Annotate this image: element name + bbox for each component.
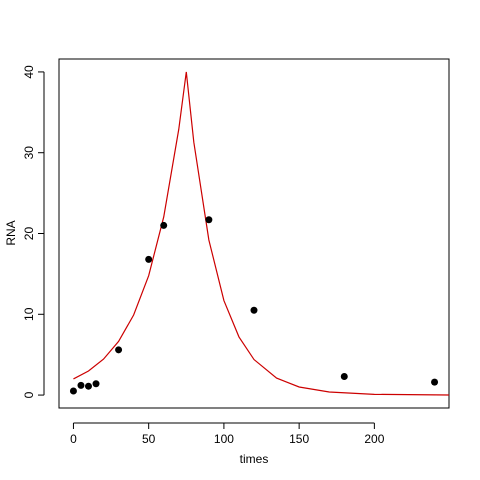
data-point — [160, 221, 168, 229]
data-point — [92, 380, 100, 388]
y-tick-label: 0 — [22, 391, 36, 398]
y-axis-label: RNA — [4, 220, 18, 245]
y-tick-label: 10 — [22, 307, 36, 321]
x-tick-label: 50 — [142, 432, 156, 446]
x-tick-label: 150 — [289, 432, 309, 446]
data-point — [340, 372, 348, 380]
x-tick-label: 0 — [70, 432, 77, 446]
data-point — [84, 382, 92, 390]
data-point — [145, 255, 153, 263]
x-tick-label: 100 — [214, 432, 234, 446]
data-point — [431, 378, 439, 386]
data-point — [250, 306, 258, 314]
y-tick-label: 40 — [22, 65, 36, 79]
data-point — [69, 387, 77, 395]
y-tick-label: 30 — [22, 146, 36, 160]
data-point — [115, 346, 123, 354]
data-point — [205, 216, 213, 224]
data-point — [77, 381, 85, 389]
x-axis-label: times — [240, 452, 269, 466]
x-tick-label: 200 — [364, 432, 384, 446]
curve — [73, 71, 449, 396]
plot-frame — [58, 58, 450, 409]
y-tick-label: 20 — [22, 227, 36, 241]
